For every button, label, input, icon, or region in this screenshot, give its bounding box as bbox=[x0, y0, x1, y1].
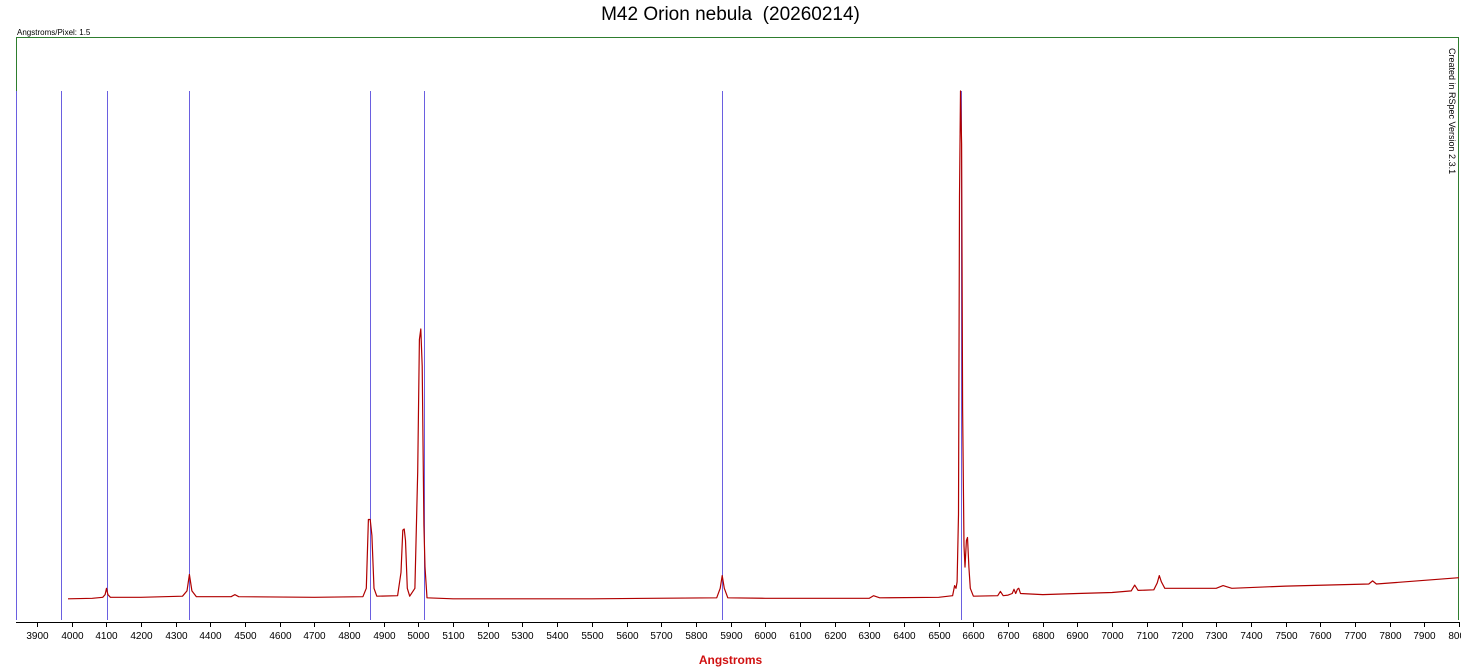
x-tick-label: 4200 bbox=[130, 631, 153, 642]
x-tick-label: 4000 bbox=[61, 631, 84, 642]
series-group bbox=[67, 90, 1460, 600]
version-label: Created in RSpec Version 2.3.1 bbox=[1447, 48, 1457, 175]
x-tick-label: 7700 bbox=[1344, 631, 1367, 642]
x-tick-label: 5200 bbox=[477, 631, 500, 642]
x-tick-label: 4100 bbox=[95, 631, 118, 642]
x-tick-label: 5600 bbox=[616, 631, 639, 642]
x-tick-label: 6100 bbox=[789, 631, 812, 642]
x-tick-label: 6600 bbox=[962, 631, 985, 642]
subtitle: Angstroms/Pixel: 1.5 bbox=[17, 28, 91, 37]
x-tick-label: 7500 bbox=[1275, 631, 1298, 642]
x-tick-label: 5100 bbox=[442, 631, 465, 642]
spectrum-series-line bbox=[67, 90, 1460, 600]
x-tick-label: 4300 bbox=[165, 631, 188, 642]
x-tick-label: 6400 bbox=[893, 631, 916, 642]
reference-lines bbox=[16, 91, 962, 620]
x-tick-label: 4600 bbox=[269, 631, 292, 642]
x-tick-label: 6300 bbox=[858, 631, 881, 642]
x-tick-label: 5300 bbox=[511, 631, 534, 642]
x-tick-label: 6500 bbox=[928, 631, 951, 642]
x-tick-label: 8000 bbox=[1448, 631, 1461, 642]
x-tick-label: 7400 bbox=[1240, 631, 1263, 642]
x-tick-label: 7800 bbox=[1379, 631, 1402, 642]
x-tick-label: 5800 bbox=[685, 631, 708, 642]
x-axis-label: Angstroms bbox=[698, 653, 763, 667]
x-tick-label: 6200 bbox=[824, 631, 847, 642]
x-tick-label: 4800 bbox=[338, 631, 361, 642]
x-tick-label: 6900 bbox=[1066, 631, 1089, 642]
x-tick-label: 4700 bbox=[303, 631, 326, 642]
x-tick-label: 6000 bbox=[754, 631, 777, 642]
x-tick-label: 5900 bbox=[720, 631, 743, 642]
x-tick-label: 5400 bbox=[546, 631, 569, 642]
x-tick-label: 5500 bbox=[581, 631, 604, 642]
x-tick-label: 5700 bbox=[650, 631, 673, 642]
x-tick-label: 7900 bbox=[1413, 631, 1436, 642]
x-tick-label: 7600 bbox=[1309, 631, 1332, 642]
x-tick-label: 7000 bbox=[1101, 631, 1124, 642]
x-tick-label: 5000 bbox=[407, 631, 430, 642]
x-tick-label: 7200 bbox=[1171, 631, 1194, 642]
x-tick-label: 3900 bbox=[26, 631, 49, 642]
x-tick-label: 4900 bbox=[373, 631, 396, 642]
x-tick-label: 6700 bbox=[997, 631, 1020, 642]
x-tick-label: 4500 bbox=[234, 631, 257, 642]
x-tick-label: 7300 bbox=[1205, 631, 1228, 642]
x-tick-label: 7100 bbox=[1136, 631, 1159, 642]
chart-title: M42 Orion nebula (20260214) bbox=[601, 4, 860, 25]
x-tick-label: 4400 bbox=[199, 631, 222, 642]
x-tick-label: 6800 bbox=[1032, 631, 1055, 642]
x-ticks: 3900 4000 4100 4200 4300 4400 4500 4600 4700 4800… bbox=[26, 622, 1461, 642]
